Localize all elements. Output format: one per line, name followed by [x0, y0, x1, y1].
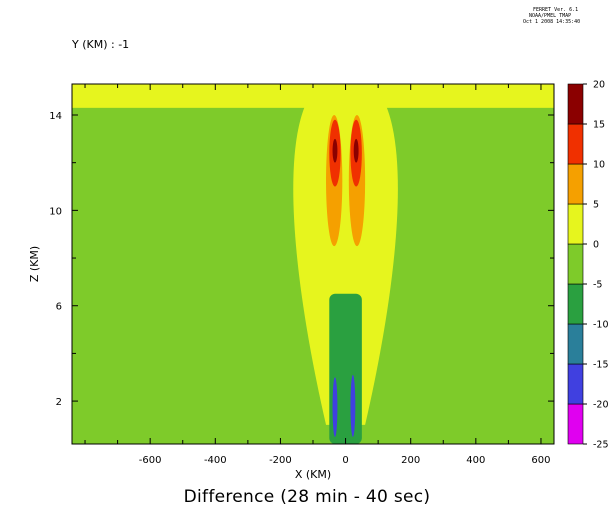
- x-axis-label: X (KM): [295, 468, 331, 481]
- feature-blue-core-right: [350, 374, 356, 437]
- x-tick-label: 400: [466, 455, 485, 466]
- colorbar-swatch: [567, 243, 584, 285]
- y-tick-label: 2: [56, 397, 62, 408]
- slice-label: Y (KM) : -1: [72, 38, 130, 51]
- ferret-org-label: NOAA/PMEL TMAP: [529, 13, 572, 19]
- feature-max-left: [332, 138, 338, 163]
- colorbar-label: 20: [593, 80, 605, 91]
- colorbar-swatch: [567, 403, 584, 445]
- colorbar-swatch: [567, 123, 584, 165]
- ferret-date-label: Oct 1 2008 14:35:40: [523, 19, 581, 25]
- y-tick-label: 10: [49, 206, 62, 217]
- x-tick-label: 0: [342, 455, 348, 466]
- feature-max-right: [353, 138, 359, 163]
- x-tick-label: 200: [401, 455, 420, 466]
- colorbar-swatch: [567, 323, 584, 365]
- y-tick-label: 14: [49, 111, 62, 122]
- colorbar-label: -20: [593, 400, 609, 411]
- ferret-version-label: FERRET Ver. 6.1: [533, 7, 579, 13]
- colorbar-label: 5: [593, 200, 599, 211]
- colorbar-swatch: [567, 83, 584, 125]
- colorbar-label: 15: [593, 120, 605, 131]
- colorbar-swatch: [567, 283, 584, 325]
- y-axis-label: Z (KM): [28, 246, 41, 282]
- colorbar-label: -10: [593, 320, 609, 331]
- colorbar-label: -5: [593, 280, 602, 291]
- colorbar-swatch: [567, 203, 584, 245]
- colorbar-label: 10: [593, 160, 605, 171]
- y-tick-label: 6: [56, 302, 62, 313]
- axes: -600 -400 -200 0 200 400 600 2 6 10 14 X (KM) Z (KM): [28, 83, 555, 481]
- x-tick-label: -600: [139, 455, 162, 466]
- colorbar-label: -15: [593, 360, 609, 371]
- x-tick-label: -400: [204, 455, 227, 466]
- x-tick-label: 600: [531, 455, 550, 466]
- feature-central-plume: [293, 84, 398, 425]
- colorbar: -25 -20 -15 -10 -5 0 5 10 15 20: [567, 80, 609, 451]
- colorbar-swatch: [567, 163, 584, 205]
- contour-plot: [72, 84, 554, 444]
- colorbar-label: -25: [593, 440, 609, 451]
- colorbar-label: 0: [593, 240, 599, 251]
- feature-blue-core-left: [332, 377, 338, 437]
- colorbar-swatch: [567, 363, 584, 405]
- chart-title: Difference (28 min - 40 sec): [183, 487, 431, 507]
- x-tick-label: -200: [269, 455, 292, 466]
